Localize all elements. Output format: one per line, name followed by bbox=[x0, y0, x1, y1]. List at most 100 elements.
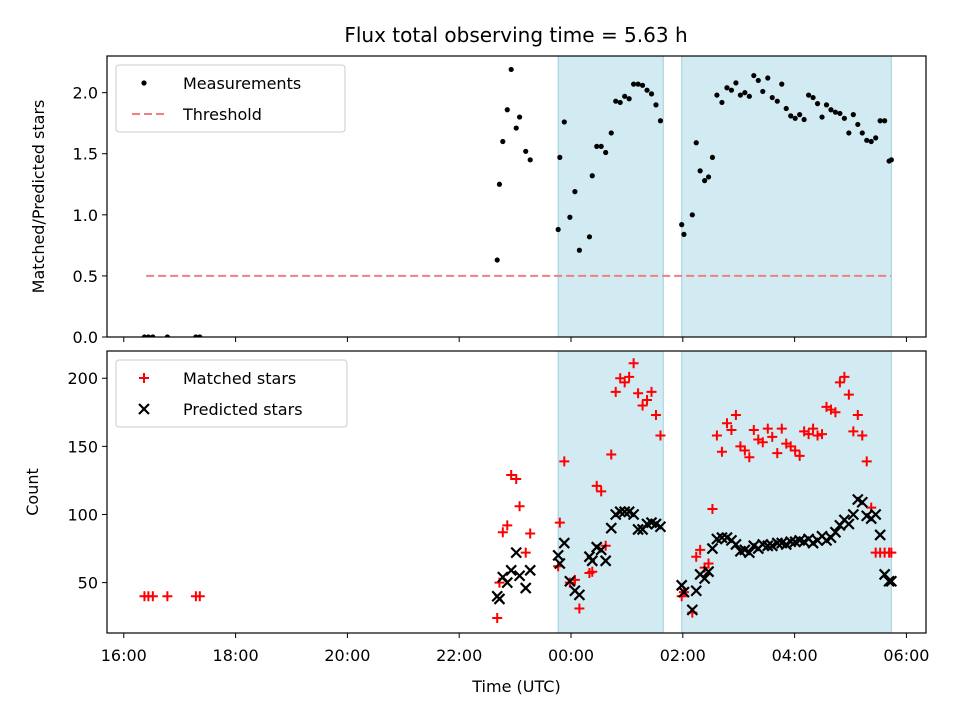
matched-stars-point bbox=[834, 377, 845, 388]
legend-label: Matched stars bbox=[183, 369, 296, 388]
x-tick-label: 22:00 bbox=[436, 646, 482, 665]
measurement-point bbox=[783, 105, 789, 112]
axes-frame bbox=[106, 350, 927, 634]
measurement-point bbox=[644, 87, 650, 93]
measurement-point bbox=[653, 102, 659, 108]
measurement-point bbox=[508, 66, 514, 73]
measurement-point bbox=[828, 107, 834, 113]
measurement-point bbox=[603, 149, 609, 156]
matched-stars-point bbox=[721, 418, 732, 429]
measurement-point bbox=[681, 231, 687, 237]
measurement-point bbox=[806, 92, 812, 98]
predicted-stars-point bbox=[501, 576, 514, 589]
measurement-point bbox=[868, 138, 874, 145]
measurement-point bbox=[846, 130, 852, 136]
measurement-point bbox=[523, 148, 529, 154]
measurement-point bbox=[814, 101, 821, 107]
observing-window-band bbox=[557, 55, 664, 338]
predicted-stars-point bbox=[618, 505, 631, 518]
measurement-point bbox=[657, 118, 664, 124]
x-tick-label: 02:00 bbox=[660, 646, 706, 665]
matched-stars-point bbox=[716, 446, 727, 457]
predicted-stars-point bbox=[586, 555, 599, 567]
measurement-point bbox=[697, 168, 703, 174]
matched-stars-point bbox=[554, 517, 565, 528]
measurement-point bbox=[746, 93, 752, 99]
measurement-point bbox=[494, 257, 500, 263]
measurement-point bbox=[797, 112, 803, 118]
matched-stars-point bbox=[497, 527, 508, 538]
y-tick-label: 0.0 bbox=[73, 328, 98, 347]
measurement-point bbox=[882, 118, 888, 124]
predicted-stars-point bbox=[595, 544, 607, 556]
matched-stars-point bbox=[642, 395, 653, 406]
measurement-point bbox=[774, 98, 780, 104]
y-tick-label: 0.5 bbox=[73, 267, 98, 286]
chart-title: Flux total observing time = 5.63 h bbox=[344, 23, 687, 47]
predicted-stars-point bbox=[510, 546, 522, 559]
matched-stars-point bbox=[703, 558, 714, 569]
measurement-point bbox=[631, 81, 637, 87]
predicted-stars-point bbox=[716, 531, 728, 544]
observing-window-band bbox=[681, 55, 892, 338]
matched-stars-point bbox=[730, 410, 741, 421]
measurement-point bbox=[801, 116, 807, 123]
x-axis-label: Time (UTC) bbox=[471, 677, 560, 696]
matched-stars-point bbox=[525, 528, 536, 539]
x-tick-label: 20:00 bbox=[324, 646, 370, 665]
measurement-point bbox=[769, 94, 775, 101]
measurement-point bbox=[855, 121, 861, 128]
predicted-stars-point bbox=[829, 526, 842, 538]
measurement-point bbox=[755, 77, 761, 84]
matched-stars-point bbox=[637, 400, 648, 411]
measurement-point bbox=[832, 109, 839, 115]
measurement-point bbox=[572, 189, 578, 195]
matched-stars-point bbox=[506, 469, 517, 480]
measurement-point bbox=[679, 222, 685, 228]
predicted-stars-point bbox=[573, 589, 586, 601]
measurement-point bbox=[810, 94, 816, 101]
matched-stars-point bbox=[762, 423, 773, 434]
measurement-point bbox=[622, 93, 628, 99]
predicted-stars-point bbox=[632, 523, 644, 536]
predicted-stars-point bbox=[702, 565, 715, 578]
measurement-point bbox=[555, 226, 561, 233]
predicted-stars-point bbox=[605, 522, 618, 534]
data-marks bbox=[141, 66, 894, 337]
measurement-point bbox=[145, 334, 151, 337]
measurement-point bbox=[733, 80, 739, 86]
measurement-point bbox=[709, 154, 716, 161]
measurement-point bbox=[873, 135, 879, 141]
matched-stars-point bbox=[886, 547, 897, 558]
matched-stars-point bbox=[843, 389, 854, 400]
legend-box bbox=[115, 64, 346, 133]
matched-stars-point bbox=[830, 407, 841, 418]
matched-stars-point bbox=[655, 430, 666, 441]
legend-box bbox=[115, 359, 348, 428]
matched-stars-point bbox=[502, 520, 513, 531]
predicted-stars-point bbox=[883, 575, 895, 588]
predicted-stars-point bbox=[554, 557, 566, 570]
matched-stars-point bbox=[848, 426, 859, 437]
matched-stars-point bbox=[559, 456, 570, 467]
matched-stars-point bbox=[803, 429, 814, 440]
measurement-point bbox=[859, 130, 865, 136]
matched-stars-point bbox=[606, 449, 617, 460]
legend-measurement-marker bbox=[141, 80, 147, 86]
y-tick-label: 2.0 bbox=[73, 84, 98, 103]
matched-stars-point bbox=[646, 386, 657, 397]
y-axis-label: Count bbox=[23, 468, 42, 516]
matched-stars-point bbox=[628, 358, 639, 369]
predicted-stars-point bbox=[686, 604, 699, 616]
predicted-stars-point bbox=[675, 579, 688, 592]
legend-label: Threshold bbox=[182, 105, 262, 124]
matched-stars-point bbox=[776, 423, 787, 434]
measurement-point bbox=[513, 125, 519, 131]
matched-stars-point bbox=[587, 566, 598, 577]
measurement-point bbox=[635, 81, 641, 87]
matched-stars-point bbox=[633, 388, 644, 399]
measurement-point bbox=[527, 157, 533, 163]
measurement-point bbox=[648, 91, 655, 97]
matched-stars-point bbox=[695, 544, 706, 555]
matched-stars-point bbox=[790, 445, 801, 456]
